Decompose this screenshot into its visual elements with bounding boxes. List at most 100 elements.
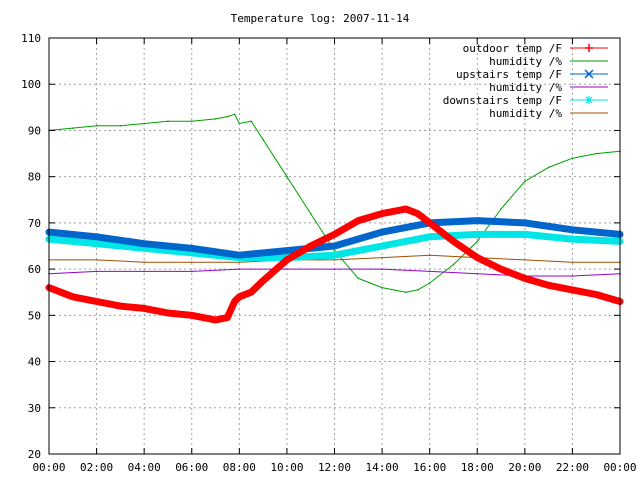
data-point [143,270,145,273]
data-point [286,268,288,270]
data-point [224,314,231,321]
data-point [498,266,505,273]
x-tick-label: 16:00 [413,461,446,474]
data-point [231,298,238,305]
data-point [226,115,229,118]
data-point [190,120,193,122]
data-point [71,127,74,129]
x-tick-label: 14:00 [366,461,399,474]
x-tick-label: 04:00 [128,461,161,474]
data-point [381,286,383,289]
data-point [571,275,574,277]
data-point [331,231,338,238]
x-tick-label: 20:00 [508,461,541,474]
data-point [474,254,481,261]
y-tick-label: 50 [28,309,41,322]
data-point [333,268,336,270]
y-tick-label: 70 [28,217,41,230]
data-point [379,243,386,249]
data-point [521,231,528,238]
x-tick-label: 12:00 [318,461,351,474]
data-point [188,245,195,252]
data-point [428,254,431,257]
legend-label: humidity /% [489,81,562,94]
data-point [416,289,419,291]
data-point [143,261,145,263]
data-point [379,210,386,217]
data-point [238,261,241,263]
y-tick-label: 100 [21,78,41,91]
data-point [428,282,431,284]
x-tick-label: 08:00 [223,461,256,474]
data-point [405,291,407,294]
data-point [188,312,195,319]
data-point [381,268,383,270]
chart-title: Temperature log: 2007-11-14 [231,12,410,25]
data-point [69,293,76,300]
data-point [236,293,243,300]
data-point [95,259,98,261]
data-point [248,289,255,296]
data-point [93,298,100,305]
data-point [452,263,455,266]
data-point [595,152,598,155]
data-point [357,277,360,280]
data-point [250,120,253,122]
x-tick-label: 10:00 [270,461,303,474]
data-point [283,247,290,254]
data-point [450,238,457,245]
data-point [238,122,241,125]
data-point [117,303,124,310]
y-tick-label: 40 [28,356,41,369]
data-point [143,122,145,125]
data-point [476,272,479,275]
y-tick-label: 60 [28,263,41,276]
data-point [402,206,409,213]
data-point [331,252,338,259]
data-point [524,259,526,261]
x-tick-label: 22:00 [556,461,589,474]
data-point [283,256,290,263]
data-point [593,291,600,298]
y-tick-label: 20 [28,448,41,461]
data-point [331,243,338,249]
legend-label: downstairs temp /F [443,94,562,107]
x-tick-label: 00:00 [32,461,65,474]
data-point [164,310,171,317]
legend-marker-plus [585,44,593,52]
data-point [428,270,431,273]
grid [49,38,620,454]
x-tick-label: 06:00 [175,461,208,474]
series-layer [45,113,624,324]
data-point [307,243,314,249]
data-point [333,259,336,261]
data-point [93,240,100,247]
y-tick-label: 30 [28,402,41,415]
data-point [190,270,193,273]
data-point [474,231,481,238]
y-tick-label: 80 [28,171,41,184]
data-point [355,217,362,224]
data-point [545,282,552,289]
data-point [381,256,383,259]
data-point [500,208,502,210]
legend-label: humidity /% [489,55,562,68]
y-tick-label: 90 [28,124,41,137]
data-point [524,180,526,183]
data-point [95,125,98,127]
data-point [414,210,421,217]
x-tick-label: 18:00 [461,461,494,474]
legend-label: humidity /% [489,107,562,120]
data-point [262,138,264,141]
data-point [212,316,219,323]
data-point [571,157,574,159]
data-point [286,175,288,178]
data-point [119,125,122,127]
legend-label: outdoor temp /F [463,42,562,55]
data-point [141,305,148,312]
data-point [309,212,312,215]
data-point [426,219,433,226]
data-point [93,233,100,240]
data-point [476,240,479,243]
data-point [141,240,148,247]
